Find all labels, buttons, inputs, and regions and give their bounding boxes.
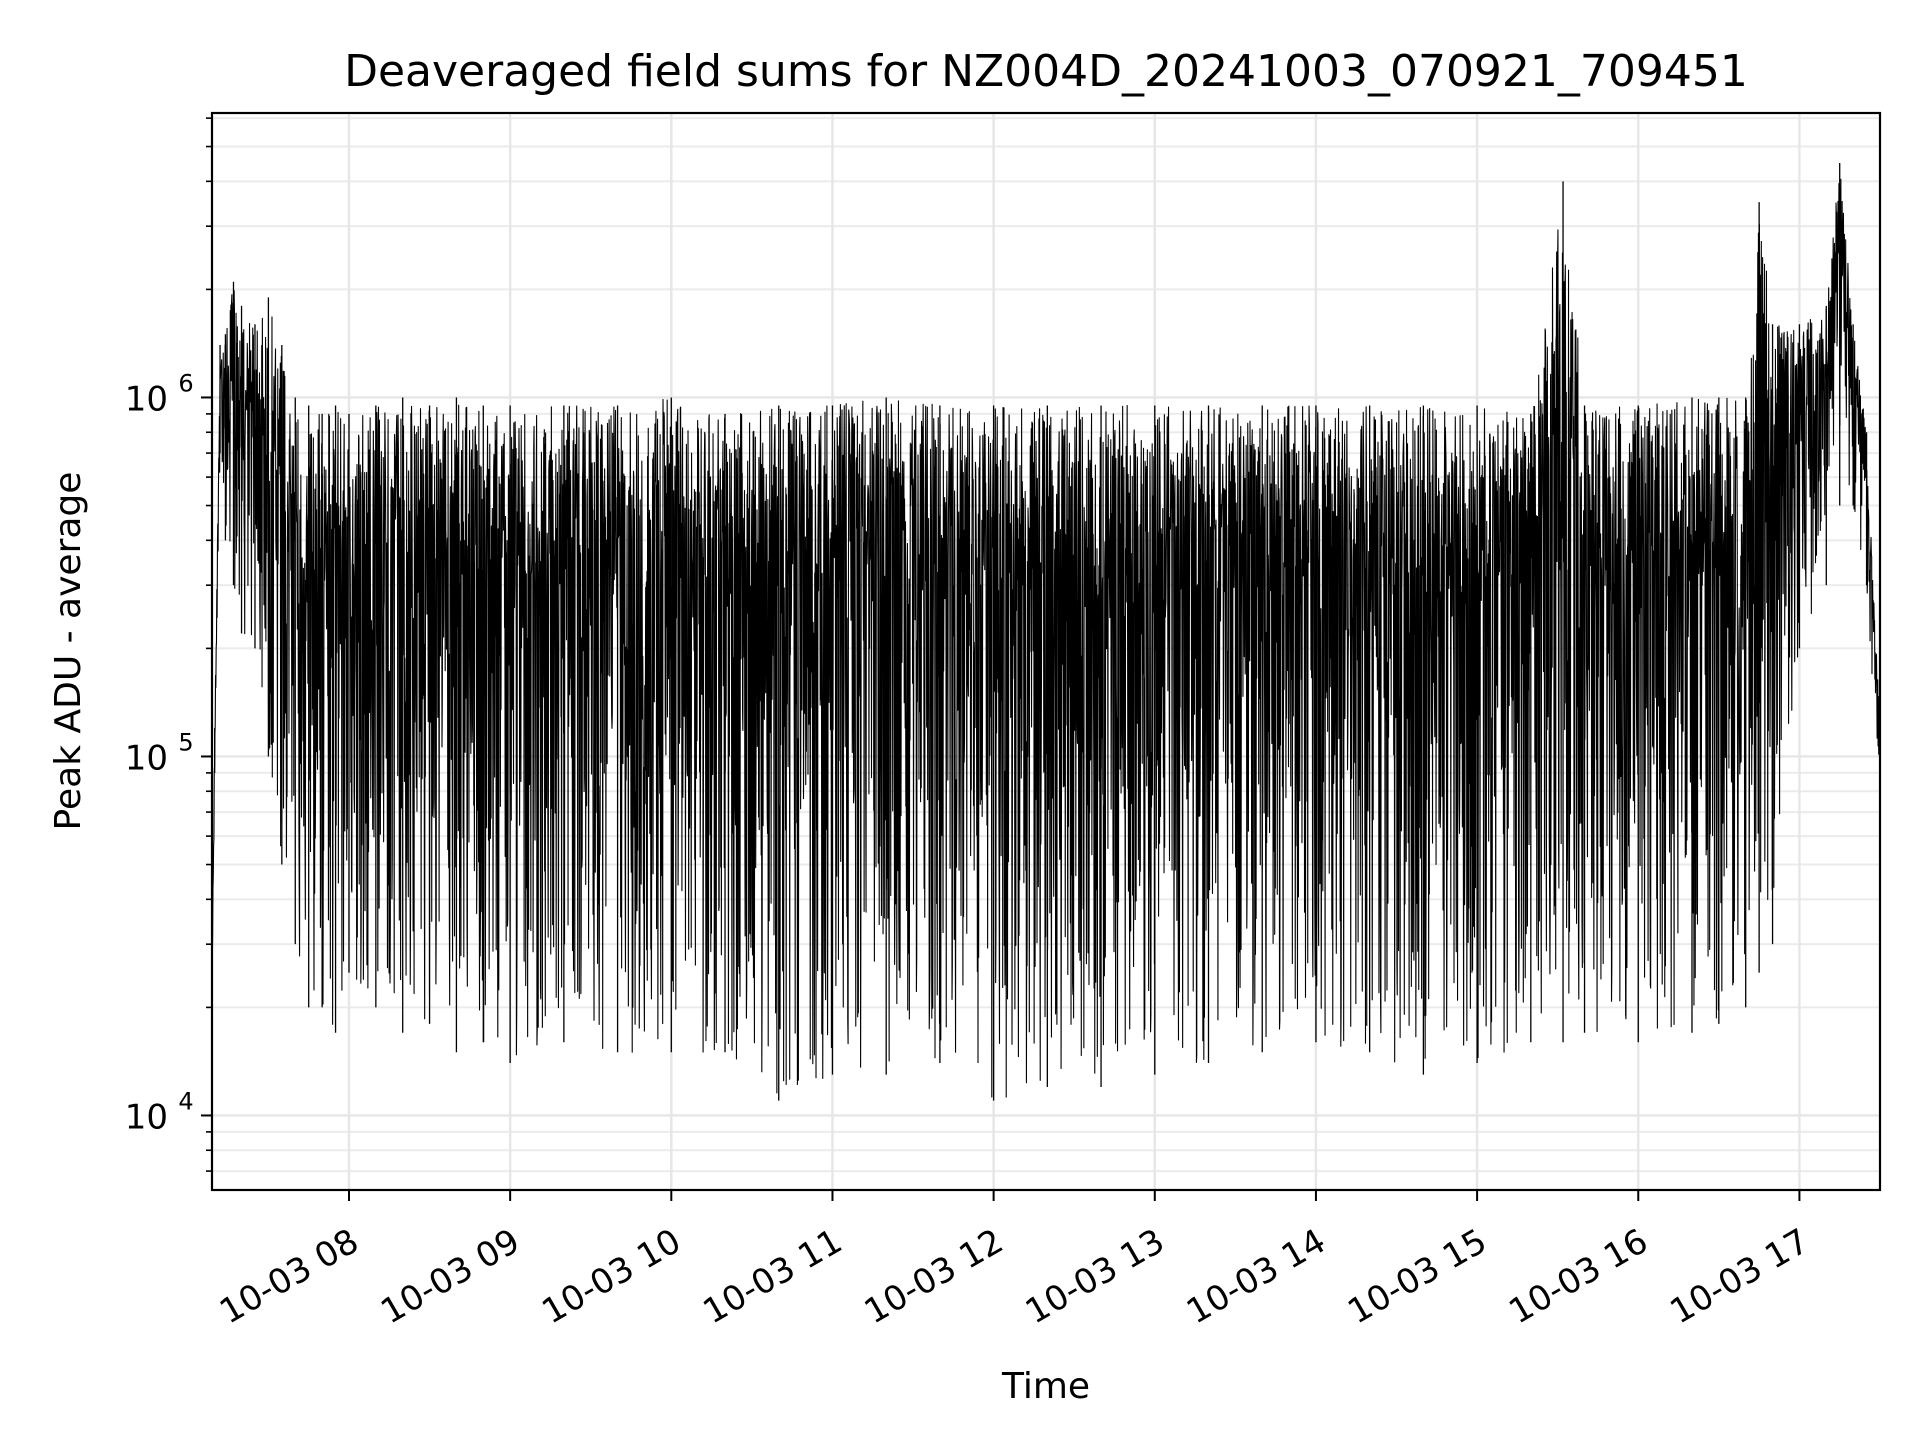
chart-title: Deaveraged field sums for NZ004D_2024100…	[344, 46, 1748, 97]
y-tick-label: 10	[125, 738, 168, 778]
y-tick-label-exponent: 6	[178, 369, 193, 397]
y-tick-label: 10	[125, 379, 168, 419]
y-tick-label: 10	[125, 1097, 168, 1137]
y-tick-label-exponent: 4	[178, 1087, 193, 1115]
series-path	[211, 178, 1881, 1098]
x-axis-label: Time	[1001, 1366, 1090, 1407]
y-axis-ticks: 10 4 10 5 10 6	[125, 117, 212, 1172]
series-line	[211, 162, 1881, 1101]
y-axis-label: Peak ADU - average	[48, 472, 89, 831]
plot-frame	[210, 111, 1882, 1192]
y-tick-label-exponent: 5	[178, 728, 193, 756]
